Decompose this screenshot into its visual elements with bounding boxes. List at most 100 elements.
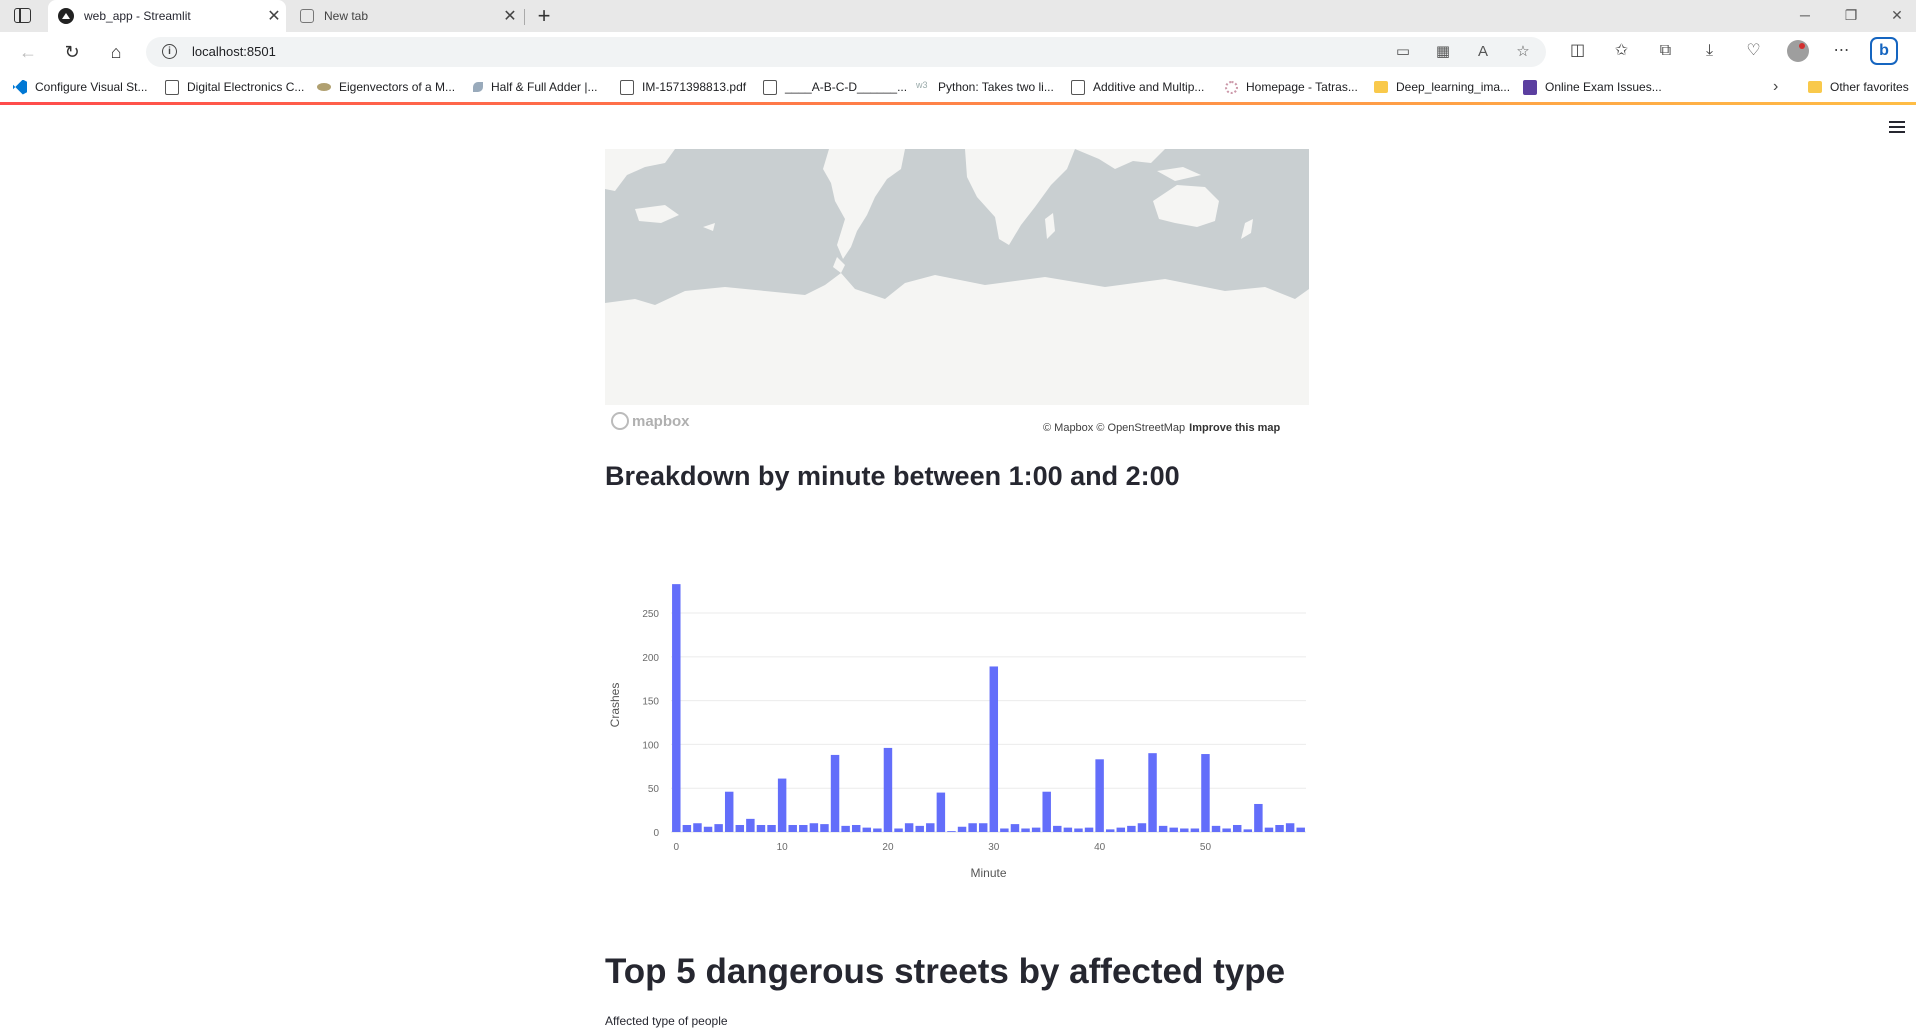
minimize-icon[interactable]: ─ xyxy=(1800,7,1810,23)
bar[interactable] xyxy=(1285,823,1295,832)
window-close-icon[interactable]: ✕ xyxy=(1891,7,1903,23)
sidebar-toggle-icon[interactable] xyxy=(14,8,31,23)
bar[interactable] xyxy=(947,831,956,832)
bar[interactable] xyxy=(936,792,946,832)
bar[interactable] xyxy=(809,823,819,832)
bar[interactable] xyxy=(724,791,734,832)
home-icon[interactable]: ⌂ xyxy=(110,42,122,62)
bar[interactable] xyxy=(1095,759,1104,832)
bar[interactable] xyxy=(1053,825,1062,832)
bar[interactable] xyxy=(915,825,924,832)
bar[interactable] xyxy=(1127,825,1136,832)
bar[interactable] xyxy=(1158,825,1168,832)
new-tab-plus-icon[interactable]: + xyxy=(537,3,551,28)
bar[interactable] xyxy=(714,824,723,832)
bookmark-item[interactable]: Configure Visual St... xyxy=(13,78,148,96)
bar[interactable] xyxy=(841,825,850,832)
close-tab-icon[interactable]: ✕ xyxy=(503,8,517,25)
improve-map-link[interactable]: Improve this map xyxy=(1189,422,1281,434)
bar[interactable] xyxy=(862,827,872,832)
bar[interactable] xyxy=(820,824,829,832)
read-aloud-icon[interactable]: A xyxy=(1477,43,1488,60)
bookmark-item[interactable]: Half & Full Adder |... xyxy=(473,78,598,96)
bar[interactable] xyxy=(851,824,861,832)
url-text[interactable]: localhost:8501 xyxy=(192,44,276,59)
bar[interactable] xyxy=(1264,827,1274,832)
bookmark-item[interactable]: Online Exam Issues... xyxy=(1523,78,1662,96)
bar[interactable] xyxy=(904,823,914,832)
favorites-icon[interactable]: ✩ xyxy=(1614,42,1629,59)
bar[interactable] xyxy=(1243,829,1253,832)
bookmark-item[interactable]: Additive and Multip... xyxy=(1071,78,1204,96)
bing-copilot-icon[interactable]: b xyxy=(1870,37,1901,65)
bar[interactable] xyxy=(767,824,776,832)
address-bar[interactable]: i localhost:8501 ▭ ▦ A ☆ xyxy=(146,37,1546,67)
bar[interactable] xyxy=(788,824,797,832)
bar[interactable] xyxy=(777,778,787,832)
bar[interactable] xyxy=(672,584,681,832)
bar[interactable] xyxy=(957,826,967,832)
mapbox-logo[interactable]: mapbox xyxy=(611,412,690,430)
bar[interactable] xyxy=(693,823,702,832)
bar[interactable] xyxy=(1180,828,1189,832)
bookmark-item[interactable]: w3 Python: Takes two li... xyxy=(916,78,1054,96)
bar[interactable] xyxy=(1137,823,1147,832)
bar[interactable] xyxy=(1254,803,1263,832)
app-available-icon[interactable]: ▦ xyxy=(1435,43,1451,60)
bar[interactable] xyxy=(978,823,988,832)
bar[interactable] xyxy=(1021,828,1030,832)
favorite-star-icon[interactable]: ☆ xyxy=(1516,43,1530,60)
bar[interactable] xyxy=(799,824,808,832)
bookmark-item[interactable]: Deep_learning_ima... xyxy=(1374,78,1510,96)
bar[interactable] xyxy=(830,754,840,832)
bar[interactable] xyxy=(756,824,766,832)
bar[interactable] xyxy=(1105,829,1115,832)
browser-essentials-icon[interactable]: ♡ xyxy=(1746,42,1761,59)
bar[interactable] xyxy=(1232,824,1242,832)
bar[interactable] xyxy=(746,818,755,832)
bar[interactable] xyxy=(968,823,977,832)
restore-icon[interactable]: ❐ xyxy=(1844,7,1858,23)
bookmark-item[interactable]: Digital Electronics C... xyxy=(165,78,304,96)
bar[interactable] xyxy=(1211,825,1221,832)
bar[interactable] xyxy=(703,826,713,832)
bookmarks-overflow-chevron-icon[interactable]: › xyxy=(1773,78,1779,95)
back-arrow-icon[interactable]: ← xyxy=(19,42,37,62)
cast-icon[interactable]: ▭ xyxy=(1395,43,1411,60)
bar[interactable] xyxy=(1222,828,1231,832)
bar[interactable] xyxy=(873,828,882,832)
more-options-icon[interactable]: ⋯ xyxy=(1833,42,1850,59)
minute-breakdown-chart[interactable]: 0 50 100 150 200 250 0 10 20 30 40 50 Minute Crashes xyxy=(605,560,1309,890)
bar[interactable] xyxy=(1148,753,1157,832)
bar[interactable] xyxy=(989,666,999,832)
bar[interactable] xyxy=(1031,827,1041,832)
bar[interactable] xyxy=(682,824,692,832)
reload-icon[interactable]: ↻ xyxy=(64,42,80,62)
bookmark-item[interactable]: Homepage - Tatras... xyxy=(1225,78,1358,96)
bar[interactable] xyxy=(1042,791,1051,832)
attribution-text[interactable]: © Mapbox © OpenStreetMap xyxy=(1043,422,1186,434)
site-info-icon[interactable]: i xyxy=(162,44,177,59)
bar[interactable] xyxy=(1201,754,1210,832)
bar[interactable] xyxy=(1275,824,1284,832)
bookmark-item[interactable]: ____A-B-C-D______... xyxy=(763,78,907,96)
bar[interactable] xyxy=(926,823,935,832)
bar[interactable] xyxy=(1084,827,1094,832)
bar[interactable] xyxy=(1169,827,1178,832)
bar[interactable] xyxy=(1063,827,1073,832)
bar[interactable] xyxy=(1010,824,1020,832)
tab-new-tab[interactable]: New tab ✕ xyxy=(290,0,522,32)
bar[interactable] xyxy=(894,828,903,832)
collections-icon[interactable]: ⧉ xyxy=(1659,42,1672,59)
downloads-icon[interactable]: ⤓ xyxy=(1705,42,1714,59)
bookmark-item[interactable]: IM-1571398813.pdf xyxy=(620,78,746,96)
bar[interactable] xyxy=(883,747,893,832)
bar[interactable] xyxy=(1074,828,1083,832)
bar[interactable] xyxy=(735,824,745,832)
main-menu-icon[interactable] xyxy=(1889,121,1905,133)
bar[interactable] xyxy=(1000,828,1009,832)
bookmark-item[interactable]: Eigenvectors of a M... xyxy=(317,78,455,96)
profile-avatar-icon[interactable] xyxy=(1782,37,1813,65)
tab-web-app[interactable]: web_app - Streamlit ✕ xyxy=(48,0,286,32)
close-tab-icon[interactable]: ✕ xyxy=(267,8,281,25)
